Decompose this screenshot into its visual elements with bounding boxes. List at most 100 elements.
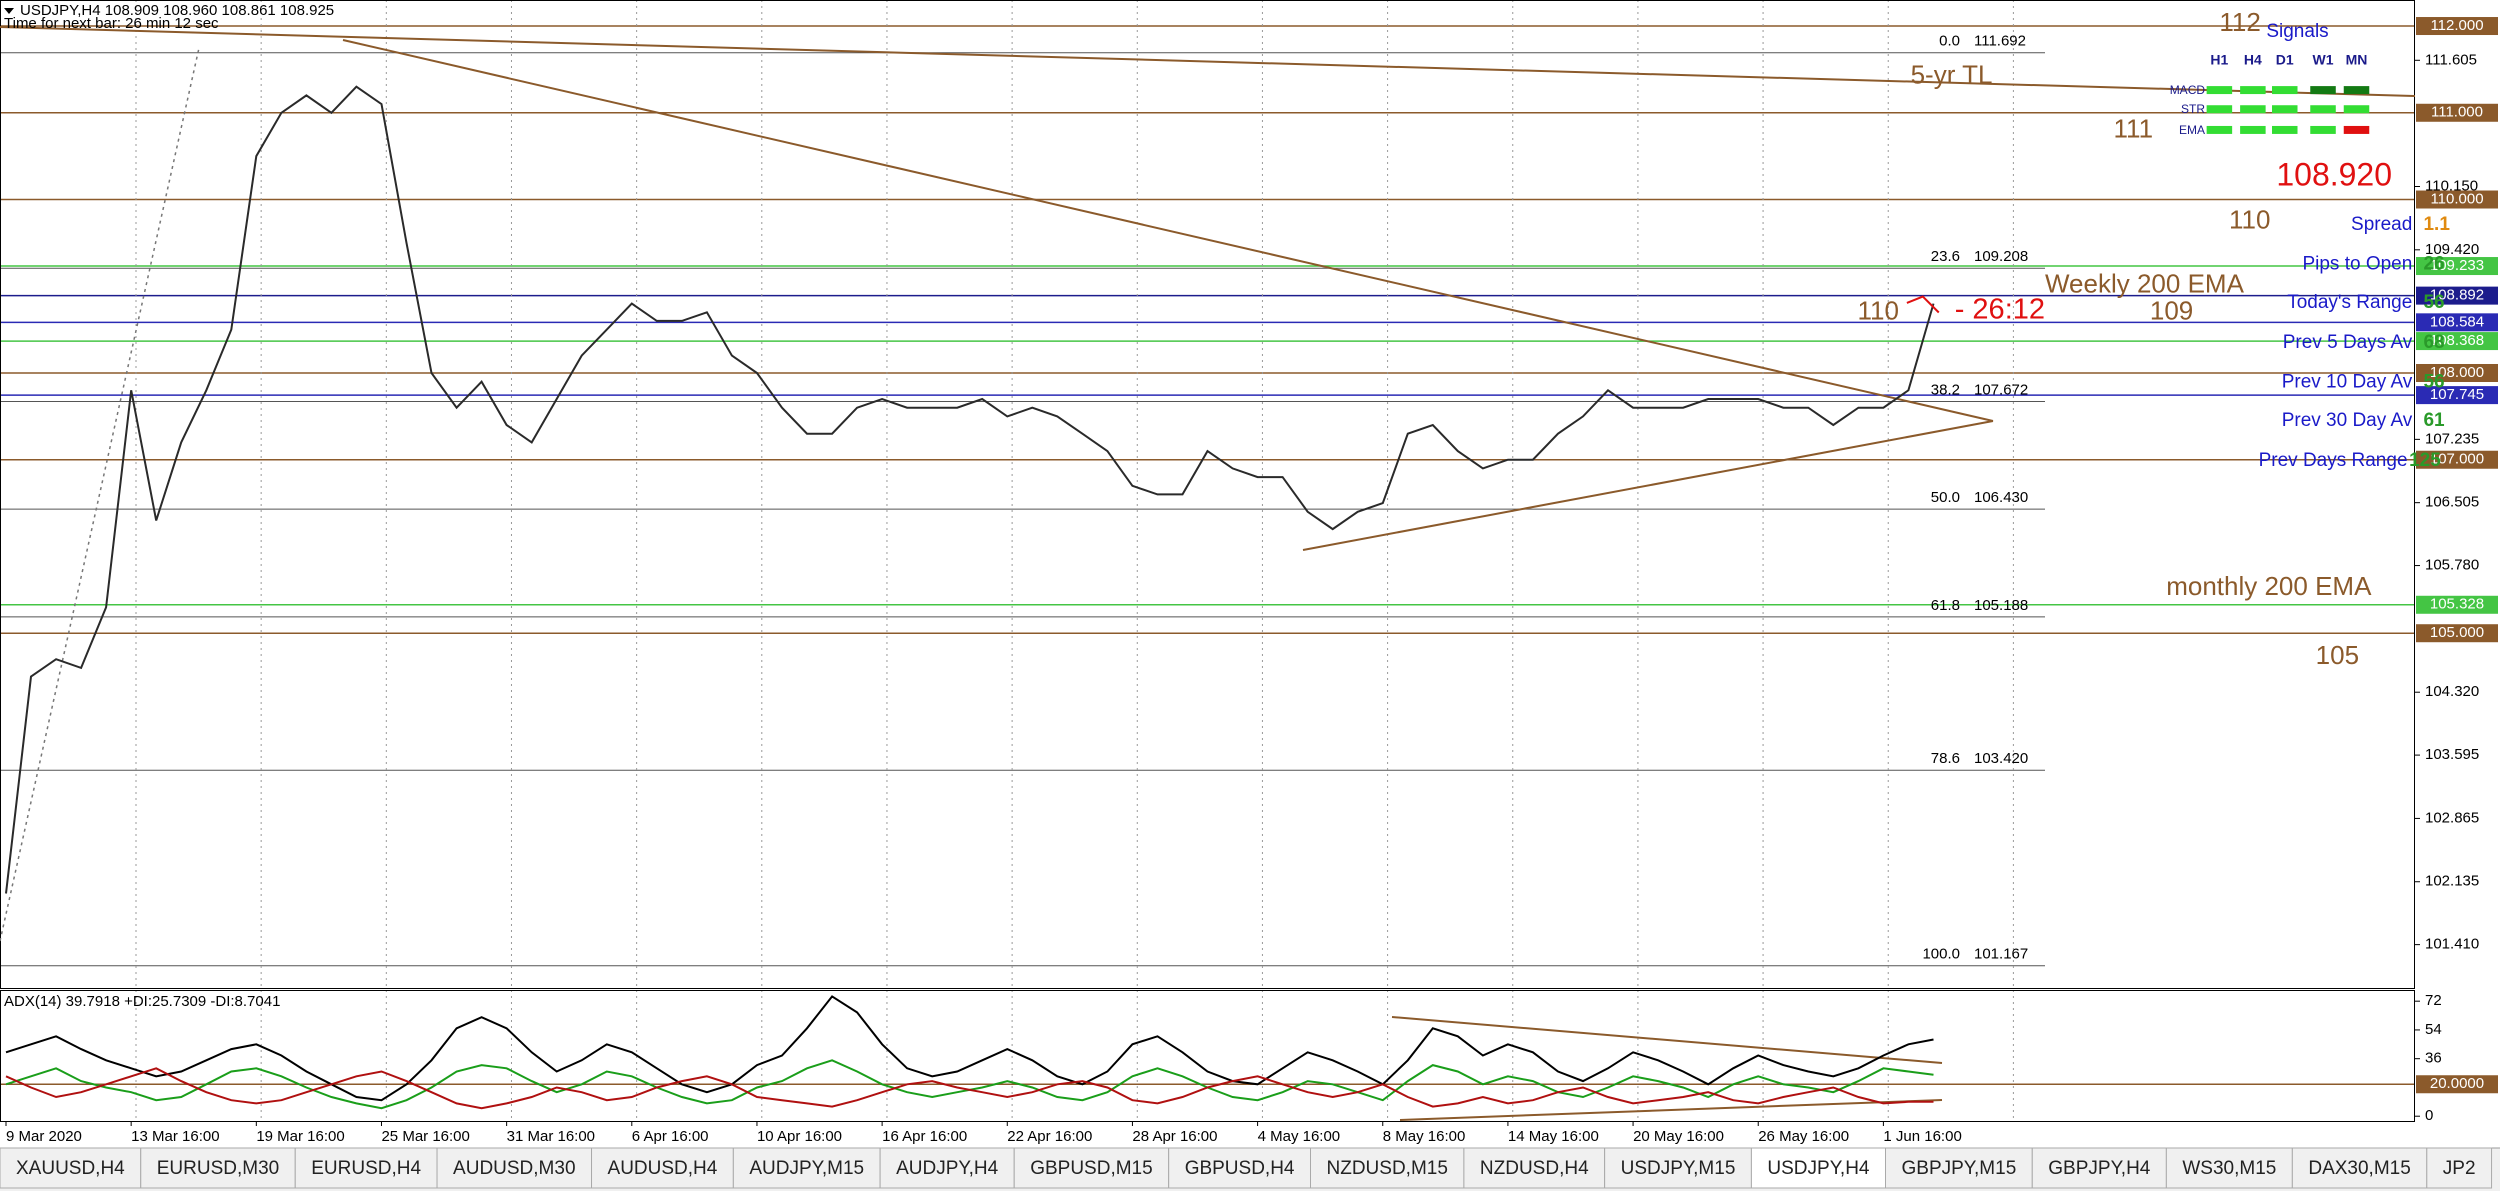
stat-label: Prev 10 Day Av bbox=[2282, 372, 2413, 393]
indicator-title: ADX(14) 39.7918 +DI:25.7309 -DI:8.7041 bbox=[4, 993, 280, 1010]
trend-line-up bbox=[1302, 420, 1994, 551]
x-tick-label: 28 Apr 16:00 bbox=[1132, 1128, 1217, 1145]
price-level-label: 109.233 bbox=[2430, 257, 2484, 274]
chart-tab[interactable]: AUDUSD,H4 bbox=[591, 1147, 734, 1189]
price-level-label: 111.000 bbox=[2431, 104, 2483, 121]
y-tick-label: 109.420 bbox=[2425, 241, 2479, 258]
fib-ratio: 38.2 bbox=[1931, 381, 1960, 398]
tab-background bbox=[2031, 1147, 2167, 1189]
chart-tab[interactable]: GBPJPY,H4 bbox=[2031, 1147, 2167, 1189]
y-tick-label: 102.135 bbox=[2425, 873, 2479, 890]
tab-background bbox=[879, 1147, 1015, 1189]
tab-label: GBPUSD,H4 bbox=[1185, 1158, 1295, 1179]
chart-tab[interactable]: USDJPY,H4 bbox=[1750, 1147, 1886, 1189]
tab-label: GBPJPY,H4 bbox=[2048, 1158, 2151, 1179]
y-tick-label: 72 bbox=[2425, 992, 2442, 1009]
price-level-label: 105.328 bbox=[2430, 596, 2484, 613]
chart-tab[interactable]: DAX30,M15 bbox=[2291, 1147, 2428, 1189]
tab-label: GBPUSD,M15 bbox=[1030, 1158, 1152, 1179]
tab-background bbox=[2165, 1147, 2293, 1189]
countdown-arrow bbox=[1906, 295, 1940, 314]
x-tick-label: 13 Mar 16:00 bbox=[131, 1128, 219, 1145]
tab-background bbox=[436, 1147, 593, 1189]
signals-title: Signals bbox=[2266, 21, 2328, 42]
signal-cell bbox=[2206, 105, 2233, 114]
price-level-box bbox=[2416, 103, 2498, 122]
price-level-box bbox=[2416, 190, 2498, 209]
price-level-box bbox=[2416, 313, 2498, 332]
chart-tab[interactable]: AUDJPY,H4 bbox=[879, 1147, 1015, 1189]
signal-cell bbox=[2343, 105, 2370, 114]
price-level-label: 108.892 bbox=[2430, 287, 2484, 304]
signal-cell bbox=[2240, 105, 2266, 114]
y-tick-label: 102.865 bbox=[2425, 809, 2479, 826]
chart-tab[interactable]: EURUSD,H4 bbox=[294, 1147, 438, 1189]
signal-cell bbox=[2343, 125, 2370, 134]
chart-tab[interactable]: AUDUSD,M30 bbox=[436, 1147, 593, 1189]
chart-tab[interactable]: WS30,M15 bbox=[2165, 1147, 2293, 1189]
fib-price: 109.208 bbox=[1974, 248, 2028, 265]
indicator-line bbox=[5, 995, 1934, 1102]
chart-tab[interactable]: NZDUSD,M15 bbox=[1310, 1147, 1465, 1189]
tab-background bbox=[1463, 1147, 1606, 1189]
tab-background bbox=[2291, 1147, 2428, 1189]
price-level-box bbox=[2416, 386, 2498, 405]
y-tick-label: 106.505 bbox=[2425, 494, 2479, 511]
chart-tab[interactable]: GBPJPY,M15 bbox=[1885, 1147, 2033, 1189]
x-tick-label: 6 Apr 16:00 bbox=[632, 1128, 709, 1145]
trend-line-5yr bbox=[0, 26, 2416, 97]
chart-tab[interactable]: NZDUSD,H4 bbox=[1463, 1147, 1606, 1189]
signals-column: H1 bbox=[2210, 51, 2228, 67]
y-tick-label: 36 bbox=[2425, 1050, 2442, 1067]
fib-price: 103.420 bbox=[1974, 750, 2028, 767]
tab-label: NZDUSD,H4 bbox=[1480, 1158, 1589, 1179]
price-level-label: 110.000 bbox=[2430, 190, 2483, 207]
bar-countdown: - 26:12 bbox=[1955, 294, 2045, 326]
y-tick-label: 105.780 bbox=[2425, 557, 2479, 574]
stat-value: 26 bbox=[2423, 254, 2444, 275]
chart-tab[interactable]: EURUSD,M30 bbox=[140, 1147, 296, 1189]
x-tick-label: 31 Mar 16:00 bbox=[507, 1128, 595, 1145]
signals-column: MN bbox=[2346, 51, 2368, 67]
price-level-label: 107.000 bbox=[2430, 451, 2484, 468]
chart-annotation: 111 bbox=[2114, 114, 2154, 144]
stat-label: Prev 30 Day Av bbox=[2282, 410, 2413, 431]
chart-annotation: monthly 200 EMA bbox=[2166, 571, 2372, 601]
signals-column: W1 bbox=[2313, 51, 2334, 67]
tab-label: EURUSD,H4 bbox=[311, 1158, 421, 1179]
y-tick-label: 107.235 bbox=[2425, 430, 2479, 447]
fib-ratio: 100.0 bbox=[1922, 946, 1960, 963]
chart-tab[interactable]: GBPUSD,H4 bbox=[1168, 1147, 1311, 1189]
signals-row-label: STR bbox=[2181, 102, 2205, 116]
adx-trend-line-upper bbox=[1391, 1016, 1943, 1064]
fib-price: 107.672 bbox=[1974, 381, 2028, 398]
y-tick-label: 0 bbox=[2425, 1107, 2433, 1124]
fib-price: 105.188 bbox=[1974, 597, 2028, 614]
chart-tab[interactable]: XAUUSD,H4 bbox=[0, 1147, 142, 1189]
stat-label: Prev 5 Days Av bbox=[2283, 332, 2413, 353]
signal-cell bbox=[2206, 125, 2233, 134]
stat-value: 56 bbox=[2423, 292, 2444, 313]
signal-cell bbox=[2343, 86, 2370, 95]
stat-label: Today's Range bbox=[2287, 292, 2412, 313]
signal-cell bbox=[2206, 86, 2233, 95]
signal-cell bbox=[2310, 105, 2336, 114]
fib-ratio: 0.0 bbox=[1939, 33, 1960, 50]
y-tick-label: 104.320 bbox=[2425, 683, 2479, 700]
signal-cell bbox=[2272, 125, 2298, 134]
chart-tab[interactable]: AUDJPY,M15 bbox=[732, 1147, 881, 1189]
x-tick-label: 1 Jun 16:00 bbox=[1883, 1128, 1961, 1145]
x-tick-label: 26 May 16:00 bbox=[1758, 1128, 1849, 1145]
chart-tab[interactable]: GBPUSD,M15 bbox=[1013, 1147, 1170, 1189]
chart-tab[interactable]: USDJPY,M15 bbox=[1604, 1147, 1752, 1189]
chart-tab[interactable]: JP2 bbox=[2426, 1147, 2493, 1189]
chart-annotation: 110 bbox=[1857, 295, 1898, 325]
symbol-info: USDJPY,H4 108.909 108.960 108.861 108.92… bbox=[20, 2, 334, 19]
signals-row-label: EMA bbox=[2179, 123, 2205, 137]
price-level-box bbox=[2416, 17, 2498, 36]
tab-label: GBPJPY,M15 bbox=[1902, 1158, 2017, 1179]
price-level-label: 107.745 bbox=[2430, 386, 2484, 403]
stat-label: Spread bbox=[2351, 214, 2412, 235]
indicator-line bbox=[5, 1067, 1934, 1110]
